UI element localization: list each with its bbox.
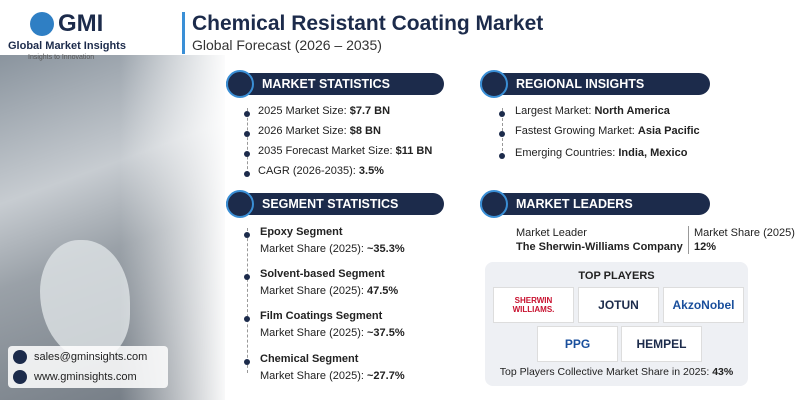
- segment-share: Market Share (2025): ~27.7%: [260, 370, 405, 382]
- item-value: ~35.3%: [367, 243, 405, 255]
- photo-detail: [40, 240, 130, 360]
- item-label: Largest Market:: [515, 105, 592, 117]
- logo-icon: [30, 12, 54, 36]
- contact-box: [8, 346, 168, 388]
- website: www.gminsights.com: [34, 371, 137, 383]
- player-logo: PPG: [537, 326, 618, 362]
- title-bar: [182, 12, 185, 54]
- subtitle: Global Forecast (2026 – 2035): [192, 37, 382, 53]
- logo-text: WILLIAMS.: [512, 305, 555, 314]
- logo-text: JOTUN: [598, 298, 639, 312]
- title: Chemical Resistant Coating Market: [192, 12, 544, 35]
- section-icon: [226, 190, 254, 218]
- item-value: India, Mexico: [618, 147, 688, 159]
- segment-name: Solvent-based Segment: [260, 268, 385, 280]
- item-label: Market Share (2025):: [260, 285, 364, 297]
- leader-label: Market Leader: [516, 227, 587, 239]
- section-heading: REGIONAL INSIGHTS: [480, 73, 710, 95]
- item-value: $8 BN: [349, 125, 381, 137]
- logo-text: AkzoNobel: [672, 298, 735, 312]
- top-players-box: [485, 262, 748, 386]
- item-label: 2025 Market Size:: [258, 105, 347, 117]
- item-dot: [499, 131, 505, 137]
- photo-fade: [120, 55, 230, 400]
- item-label: Emerging Countries:: [515, 147, 616, 159]
- item-value: ~27.7%: [367, 370, 405, 382]
- logo-text: SHERWIN: [514, 296, 553, 305]
- leader-name: The Sherwin-Williams Company: [516, 241, 683, 253]
- footer-label: Top Players Collective Market Share in 2…: [499, 366, 710, 378]
- section-icon: [480, 190, 508, 218]
- segment-name: Chemical Segment: [260, 353, 359, 365]
- item-dot: [244, 171, 250, 177]
- item: Fastest Growing Market: Asia Pacific: [515, 125, 700, 137]
- item: 2025 Market Size: $7.7 BN: [258, 105, 390, 117]
- item: 2035 Forecast Market Size: $11 BN: [258, 145, 432, 157]
- company: Global Market Insights: [8, 40, 126, 52]
- player-logo: HEMPEL: [621, 326, 702, 362]
- item-dot: [244, 232, 250, 238]
- segment-share: Market Share (2025): ~35.3%: [260, 243, 405, 255]
- item-label: 2026 Market Size:: [258, 125, 347, 137]
- segment-name: Epoxy Segment: [260, 226, 343, 238]
- timeline: [247, 228, 248, 373]
- item-label: Market Share (2025):: [260, 327, 364, 339]
- divider: [688, 226, 689, 254]
- item-dot: [244, 316, 250, 322]
- share-value: 12%: [694, 241, 717, 253]
- segment-share: Market Share (2025): 47.5%: [260, 285, 398, 297]
- web-icon: [13, 370, 27, 384]
- item-dot: [244, 359, 250, 365]
- section-icon: [480, 70, 508, 98]
- share-label: Market Share (2025): [694, 227, 795, 239]
- email-icon: [13, 350, 27, 364]
- item-label: Fastest Growing Market:: [515, 125, 635, 137]
- player-logo: AkzoNobel: [663, 287, 744, 323]
- item-value: 47.5%: [367, 285, 399, 297]
- segment-share: Market Share (2025): ~37.5%: [260, 327, 405, 339]
- email: sales@gminsights.com: [34, 351, 148, 363]
- item-label: 2035 Forecast Market Size:: [258, 145, 393, 157]
- logo-text: PPG: [564, 337, 591, 351]
- logo-text: HEMPEL: [636, 337, 687, 351]
- item-dot: [499, 153, 505, 159]
- top-players-footer: Top Players Collective Market Share in 2…: [485, 366, 748, 378]
- item-value: ~37.5%: [367, 327, 405, 339]
- item-label: Market Share (2025):: [260, 243, 364, 255]
- player-logo: SHERWIN WILLIAMS.: [493, 287, 574, 323]
- section-heading: MARKET STATISTICS: [226, 73, 444, 95]
- item-value: $11 BN: [395, 145, 433, 157]
- item: 2026 Market Size: $8 BN: [258, 125, 381, 137]
- item-value: 3.5%: [358, 165, 384, 177]
- item-value: Asia Pacific: [637, 125, 700, 137]
- item-value: North America: [594, 105, 670, 117]
- item-dot: [244, 131, 250, 137]
- item: Largest Market: North America: [515, 105, 670, 117]
- section-icon: [226, 70, 254, 98]
- player-logo: JOTUN: [578, 287, 659, 323]
- section-heading: SEGMENT STATISTICS: [226, 193, 444, 215]
- item-dot: [244, 274, 250, 280]
- item-label: Market Share (2025):: [260, 370, 364, 382]
- logo-text: GMI: [58, 10, 104, 37]
- item-label: CAGR (2026-2035):: [258, 165, 356, 177]
- item-value: $7.7 BN: [349, 105, 391, 117]
- item: Emerging Countries: India, Mexico: [515, 147, 687, 159]
- tagline: Insights to Innovation: [28, 54, 95, 61]
- timeline: [247, 108, 248, 174]
- footer-value: 43%: [712, 366, 734, 378]
- item-dot: [244, 111, 250, 117]
- top-players-heading: TOP PLAYERS: [578, 270, 655, 282]
- item-dot: [499, 111, 505, 117]
- segment-name: Film Coatings Segment: [260, 310, 383, 322]
- section-heading: MARKET LEADERS: [480, 193, 710, 215]
- item-dot: [244, 151, 250, 157]
- item: CAGR (2026-2035): 3.5%: [258, 165, 384, 177]
